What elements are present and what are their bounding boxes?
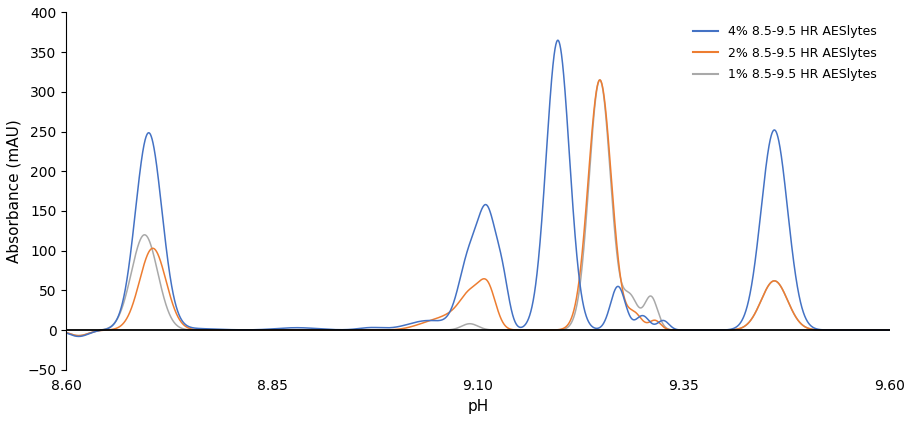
Legend: 4% 8.5-9.5 HR AESlytes, 2% 8.5-9.5 HR AESlytes, 1% 8.5-9.5 HR AESlytes: 4% 8.5-9.5 HR AESlytes, 2% 8.5-9.5 HR AE… — [686, 19, 883, 88]
2% 8.5-9.5 HR AESlytes — [594, 77, 605, 83]
1% 8.5-9.5 HR AESlytes — [670, 328, 681, 333]
4% 8.5-9.5 HR AESlytes — [670, 327, 681, 332]
1% 8.5-9.5 HR AESlytes — [883, 328, 894, 333]
4% 8.5-9.5 HR AESlytes — [583, 321, 594, 326]
4% 8.5-9.5 HR AESlytes — [548, 57, 558, 62]
4% 8.5-9.5 HR AESlytes — [883, 328, 894, 333]
Line: 4% 8.5-9.5 HR AESlytes: 4% 8.5-9.5 HR AESlytes — [67, 40, 888, 336]
2% 8.5-9.5 HR AESlytes — [883, 328, 894, 333]
1% 8.5-9.5 HR AESlytes — [594, 77, 605, 83]
2% 8.5-9.5 HR AESlytes — [359, 328, 370, 333]
4% 8.5-9.5 HR AESlytes — [102, 326, 113, 331]
2% 8.5-9.5 HR AESlytes — [583, 160, 594, 165]
1% 8.5-9.5 HR AESlytes — [359, 328, 370, 333]
4% 8.5-9.5 HR AESlytes — [73, 334, 84, 339]
2% 8.5-9.5 HR AESlytes — [548, 328, 558, 333]
1% 8.5-9.5 HR AESlytes — [102, 326, 113, 331]
4% 8.5-9.5 HR AESlytes — [61, 330, 72, 336]
X-axis label: pH: pH — [466, 399, 488, 414]
2% 8.5-9.5 HR AESlytes — [670, 328, 681, 333]
4% 8.5-9.5 HR AESlytes — [552, 38, 563, 43]
1% 8.5-9.5 HR AESlytes — [73, 333, 84, 338]
2% 8.5-9.5 HR AESlytes — [714, 328, 725, 333]
2% 8.5-9.5 HR AESlytes — [73, 333, 84, 338]
2% 8.5-9.5 HR AESlytes — [61, 330, 72, 335]
4% 8.5-9.5 HR AESlytes — [359, 325, 370, 330]
2% 8.5-9.5 HR AESlytes — [102, 328, 113, 333]
Y-axis label: Absorbance (mAU): Absorbance (mAU) — [7, 119, 22, 263]
1% 8.5-9.5 HR AESlytes — [583, 171, 594, 176]
Line: 2% 8.5-9.5 HR AESlytes: 2% 8.5-9.5 HR AESlytes — [67, 80, 888, 336]
Line: 1% 8.5-9.5 HR AESlytes: 1% 8.5-9.5 HR AESlytes — [67, 80, 888, 336]
1% 8.5-9.5 HR AESlytes — [548, 328, 558, 333]
4% 8.5-9.5 HR AESlytes — [714, 328, 725, 333]
1% 8.5-9.5 HR AESlytes — [61, 330, 72, 335]
1% 8.5-9.5 HR AESlytes — [714, 328, 725, 333]
